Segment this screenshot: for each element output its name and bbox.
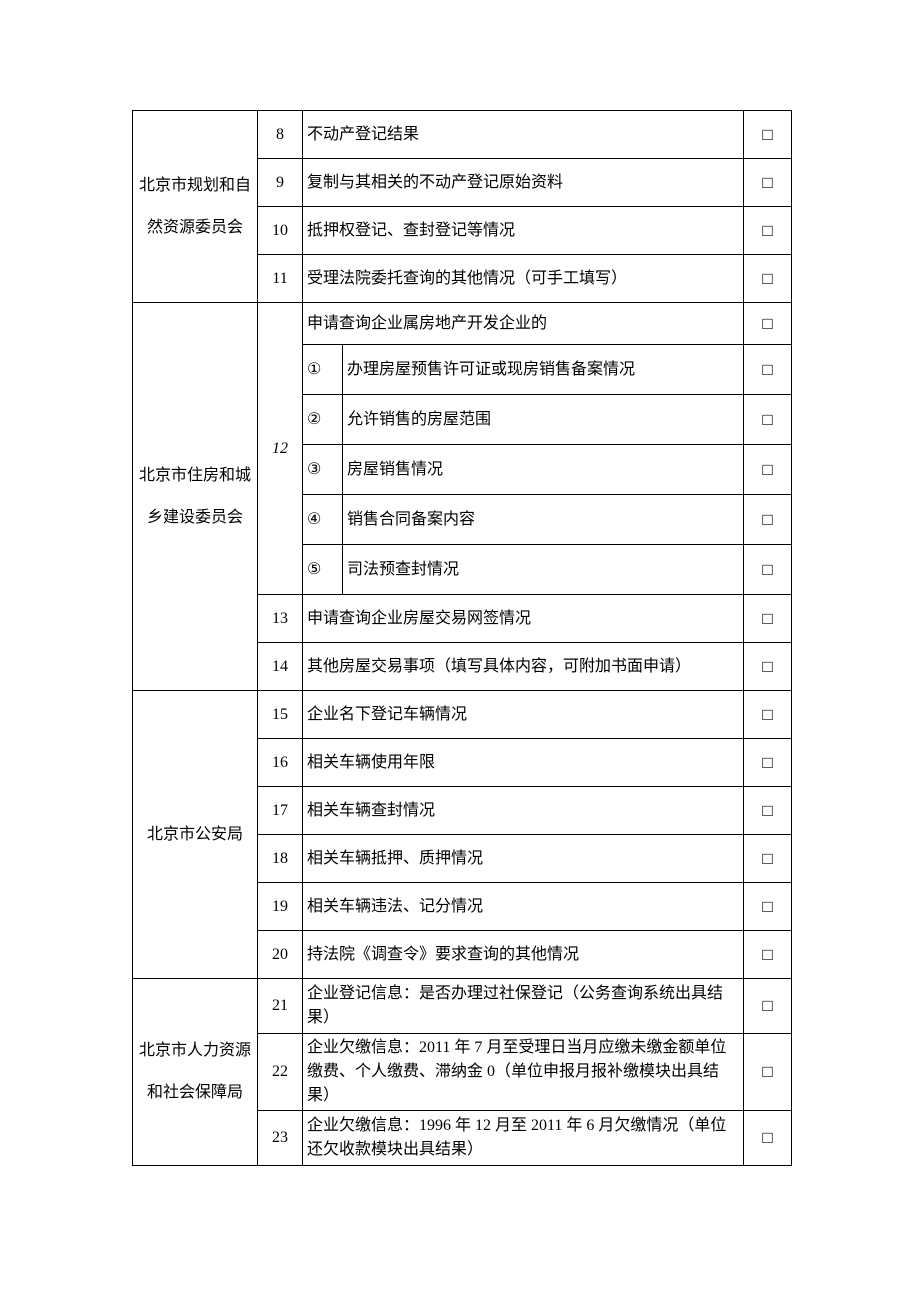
row-content: 抵押权登记、查封登记等情况 [303,207,744,255]
org-name: 北京市公安局 [133,691,258,979]
checkbox[interactable]: □ [744,835,792,883]
row-number: 21 [258,979,303,1034]
sub-symbol: ① [303,345,343,395]
sub-symbol: ⑤ [303,545,343,595]
checkbox[interactable]: □ [744,545,792,595]
row-number: 16 [258,739,303,787]
checkbox[interactable]: □ [744,345,792,395]
row-content: 企业欠缴信息：1996 年 12 月至 2011 年 6 月欠缴情况（单位还欠收… [303,1111,744,1166]
row-content: 申请查询企业房屋交易网签情况 [303,595,744,643]
row-number: 20 [258,931,303,979]
checkbox[interactable]: □ [744,255,792,303]
row-number: 13 [258,595,303,643]
row-content: 持法院《调查令》要求查询的其他情况 [303,931,744,979]
table-row: 北京市公安局 15 企业名下登记车辆情况 □ [133,691,792,739]
checkbox[interactable]: □ [744,495,792,545]
checkbox[interactable]: □ [744,395,792,445]
row-number: 15 [258,691,303,739]
row-content: 相关车辆查封情况 [303,787,744,835]
row-content: 申请查询企业属房地产开发企业的 [303,303,744,345]
row-content: 企业名下登记车辆情况 [303,691,744,739]
org-name: 北京市规划和自然资源委员会 [133,111,258,303]
row-content: 司法预查封情况 [343,545,744,595]
row-content: 不动产登记结果 [303,111,744,159]
checkbox[interactable]: □ [744,303,792,345]
row-number: 23 [258,1111,303,1166]
page-container: 北京市规划和自然资源委员会 8 不动产登记结果 □ 9 复制与其相关的不动产登记… [0,0,920,1256]
checkbox[interactable]: □ [744,931,792,979]
checkbox[interactable]: □ [744,1111,792,1166]
sub-symbol: ③ [303,445,343,495]
row-number: 17 [258,787,303,835]
row-number: 10 [258,207,303,255]
row-number: 12 [258,303,303,595]
row-number: 8 [258,111,303,159]
sub-symbol: ② [303,395,343,445]
table-row: 北京市规划和自然资源委员会 8 不动产登记结果 □ [133,111,792,159]
sub-symbol: ④ [303,495,343,545]
row-content: 办理房屋预售许可证或现房销售备案情况 [343,345,744,395]
row-content: 其他房屋交易事项（填写具体内容，可附加书面申请） [303,643,744,691]
row-content: 企业欠缴信息：2011 年 7 月至受理日当月应缴未缴金额单位缴费、个人缴费、滞… [303,1034,744,1111]
row-content: 房屋销售情况 [343,445,744,495]
org-name: 北京市住房和城乡建设委员会 [133,303,258,691]
checkbox[interactable]: □ [744,787,792,835]
row-content: 受理法院委托查询的其他情况（可手工填写） [303,255,744,303]
row-number: 14 [258,643,303,691]
checkbox[interactable]: □ [744,691,792,739]
row-number: 19 [258,883,303,931]
row-number: 9 [258,159,303,207]
checkbox[interactable]: □ [744,159,792,207]
checkbox[interactable]: □ [744,643,792,691]
table-row: 北京市住房和城乡建设委员会 12 申请查询企业属房地产开发企业的 □ [133,303,792,345]
checkbox[interactable]: □ [744,595,792,643]
row-content: 相关车辆使用年限 [303,739,744,787]
query-table: 北京市规划和自然资源委员会 8 不动产登记结果 □ 9 复制与其相关的不动产登记… [132,110,792,1166]
checkbox[interactable]: □ [744,883,792,931]
row-content: 销售合同备案内容 [343,495,744,545]
row-number: 22 [258,1034,303,1111]
row-number: 18 [258,835,303,883]
row-content: 相关车辆抵押、质押情况 [303,835,744,883]
row-number: 11 [258,255,303,303]
checkbox[interactable]: □ [744,979,792,1034]
checkbox[interactable]: □ [744,207,792,255]
checkbox[interactable]: □ [744,111,792,159]
row-content: 复制与其相关的不动产登记原始资料 [303,159,744,207]
checkbox[interactable]: □ [744,445,792,495]
checkbox[interactable]: □ [744,739,792,787]
row-content: 允许销售的房屋范围 [343,395,744,445]
row-content: 企业登记信息：是否办理过社保登记（公务查询系统出具结果） [303,979,744,1034]
org-name: 北京市人力资源和社会保障局 [133,979,258,1166]
checkbox[interactable]: □ [744,1034,792,1111]
row-content: 相关车辆违法、记分情况 [303,883,744,931]
table-row: 北京市人力资源和社会保障局 21 企业登记信息：是否办理过社保登记（公务查询系统… [133,979,792,1034]
